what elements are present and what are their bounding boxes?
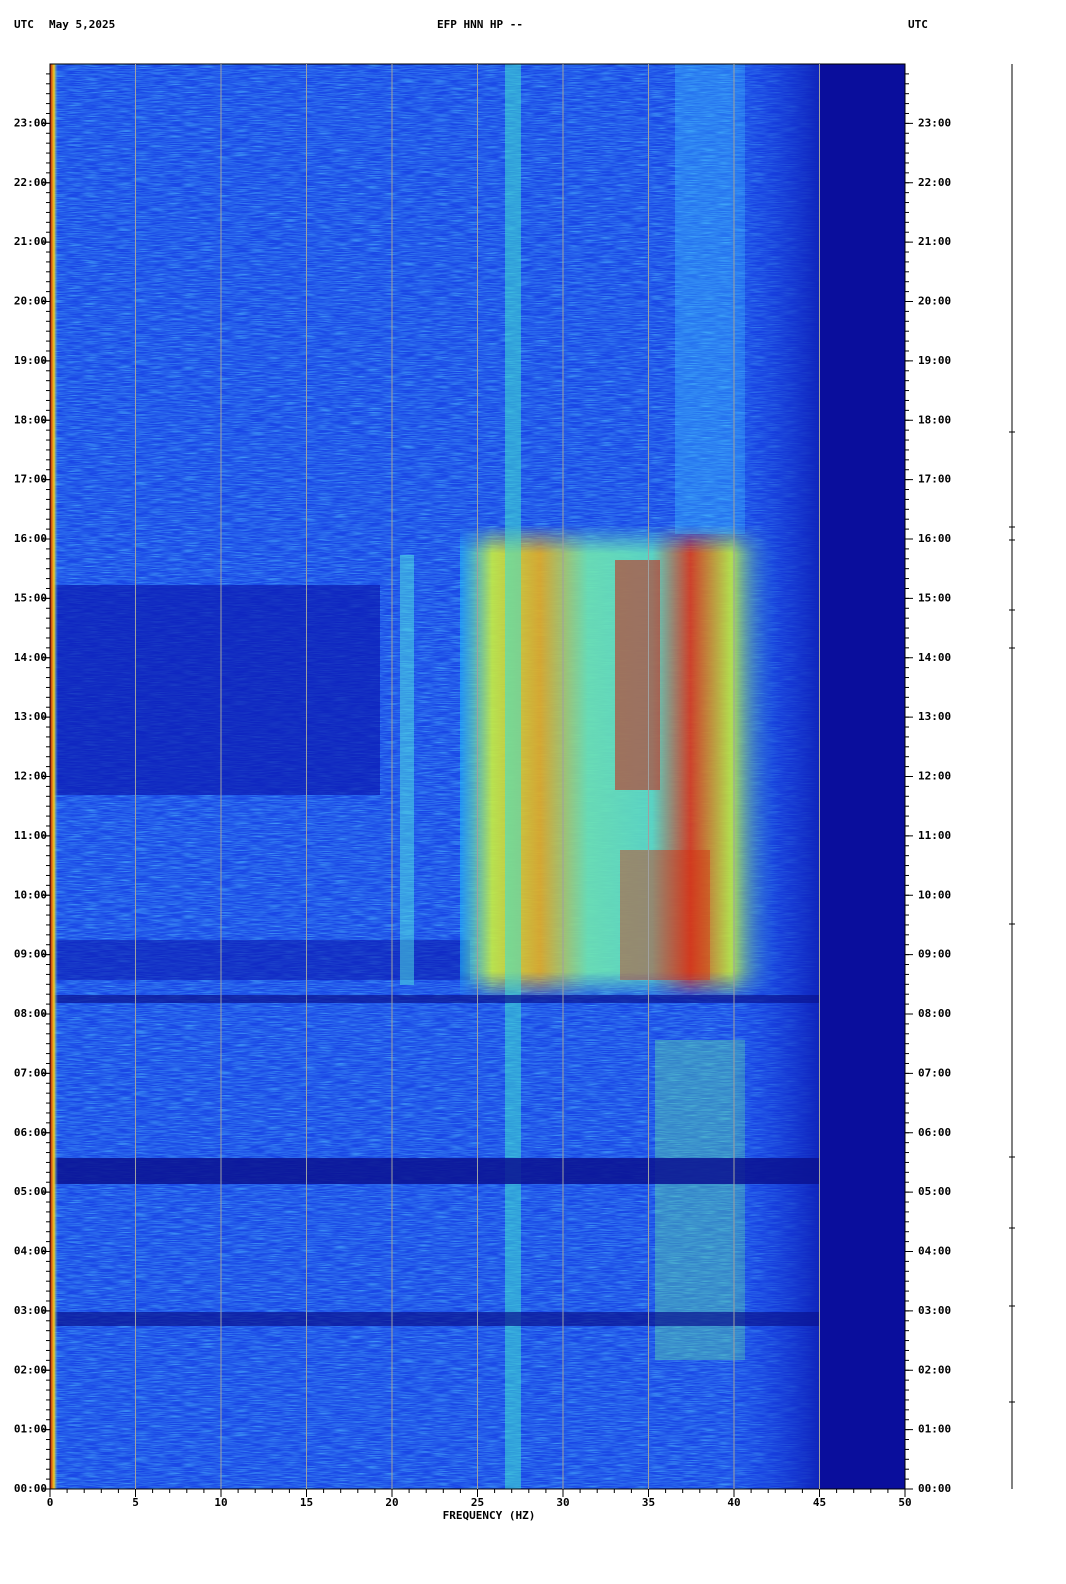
y-tick-label: 04:00 — [918, 1245, 951, 1258]
y-tick-label: 15:00 — [918, 591, 951, 604]
y-tick-label: 14:00 — [14, 651, 47, 664]
y-tick-label: 12:00 — [14, 770, 47, 783]
y-tick-label: 02:00 — [918, 1363, 951, 1376]
y-tick-label: 13:00 — [918, 710, 951, 723]
y-tick-label: 01:00 — [918, 1423, 951, 1436]
y-tick-label: 20:00 — [14, 295, 47, 308]
y-tick-label: 08:00 — [918, 1007, 951, 1020]
y-tick-label: 23:00 — [918, 116, 951, 129]
x-tick-label: 35 — [642, 1496, 655, 1509]
y-tick-label: 07:00 — [918, 1066, 951, 1079]
y-tick-label: 02:00 — [14, 1363, 47, 1376]
y-tick-label: 11:00 — [14, 829, 47, 842]
y-tick-label: 12:00 — [918, 770, 951, 783]
x-tick-label: 10 — [214, 1496, 227, 1509]
x-tick-label: 20 — [385, 1496, 398, 1509]
y-tick-label: 03:00 — [918, 1304, 951, 1317]
chart-title: EFP HNN HP -- — [437, 18, 523, 31]
y-tick-label: 19:00 — [14, 354, 47, 367]
y-tick-label: 22:00 — [918, 176, 951, 189]
y-tick-label: 10:00 — [14, 888, 47, 901]
y-tick-label: 20:00 — [918, 295, 951, 308]
date: May 5,2025 — [49, 18, 115, 31]
y-tick-label: 16:00 — [14, 532, 47, 545]
x-tick-label: 5 — [132, 1496, 139, 1509]
x-tick-label: 0 — [47, 1496, 54, 1509]
y-tick-label: 01:00 — [14, 1423, 47, 1436]
x-tick-label: 25 — [471, 1496, 484, 1509]
x-tick-label: 50 — [898, 1496, 911, 1509]
y-tick-label: 06:00 — [14, 1126, 47, 1139]
y-tick-label: 21:00 — [14, 235, 47, 248]
y-tick-label: 15:00 — [14, 591, 47, 604]
y-tick-label: 18:00 — [14, 413, 47, 426]
event-bar — [1009, 64, 1015, 1489]
y-tick-label: 09:00 — [14, 948, 47, 961]
x-tick-label: 45 — [813, 1496, 826, 1509]
x-tick-label: 15 — [300, 1496, 313, 1509]
y-tick-label: 11:00 — [918, 829, 951, 842]
y-tick-label: 10:00 — [918, 888, 951, 901]
y-label-left: UTC — [14, 18, 34, 31]
y-tick-label: 00:00 — [918, 1482, 951, 1495]
y-tick-label: 17:00 — [918, 473, 951, 486]
y-tick-label: 22:00 — [14, 176, 47, 189]
y-tick-label: 16:00 — [918, 532, 951, 545]
y-tick-label: 08:00 — [14, 1007, 47, 1020]
y-tick-label: 06:00 — [918, 1126, 951, 1139]
y-tick-label: 04:00 — [14, 1245, 47, 1258]
y-tick-label: 09:00 — [918, 948, 951, 961]
y-tick-label: 19:00 — [918, 354, 951, 367]
y-tick-label: 23:00 — [14, 116, 47, 129]
y-tick-label: 05:00 — [14, 1185, 47, 1198]
y-tick-label: 14:00 — [918, 651, 951, 664]
y-tick-label: 07:00 — [14, 1066, 47, 1079]
y-tick-label: 21:00 — [918, 235, 951, 248]
y-tick-label: 05:00 — [918, 1185, 951, 1198]
x-tick-label: 30 — [556, 1496, 569, 1509]
y-tick-label: 13:00 — [14, 710, 47, 723]
y-tick-label: 03:00 — [14, 1304, 47, 1317]
y-tick-label: 17:00 — [14, 473, 47, 486]
x-axis-label: FREQUENCY (HZ) — [443, 1509, 536, 1522]
y-tick-label: 00:00 — [14, 1482, 47, 1495]
y-label-right: UTC — [908, 18, 928, 31]
x-tick-label: 40 — [727, 1496, 740, 1509]
y-tick-label: 18:00 — [918, 413, 951, 426]
